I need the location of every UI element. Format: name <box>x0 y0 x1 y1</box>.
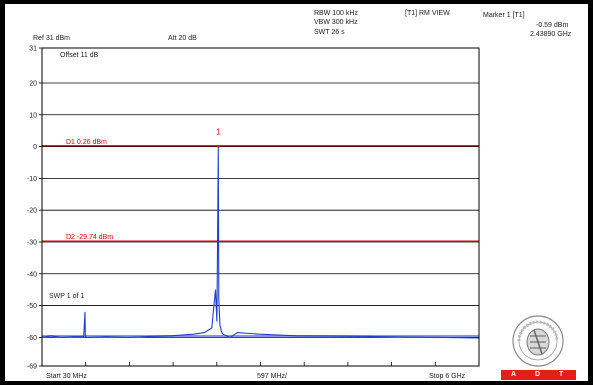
trace-line <box>41 148 480 339</box>
y-axis-ticks: 31 20 10 0 -10 -20 -30 -40 -50 -60 -69 <box>27 46 42 371</box>
marker-triangle-icon <box>215 145 221 149</box>
span-per-division-label: 597 MHz/ <box>257 373 287 380</box>
y-tick-label: -30 <box>27 239 37 246</box>
rbw-label: RBW 100 kHz <box>314 10 358 17</box>
y-tick-label: -10 <box>27 176 37 183</box>
offset-label: Offset 11 dB <box>60 52 99 59</box>
analyzer-screen: RBW 100 kHz VBW 300 kHz SWT 26 s [T1] RM… <box>5 4 588 381</box>
vbw-label: VBW 300 kHz <box>314 19 358 26</box>
adt-seal-icon <box>512 315 564 367</box>
swt-label: SWT 26 s <box>314 29 345 36</box>
attenuation-label: Att 20 dB <box>168 35 197 42</box>
y-tick-label: -69 <box>27 364 37 371</box>
adt-letter-d: D <box>535 371 541 378</box>
x-axis-ticks <box>41 362 480 366</box>
sweep-label: SWP 1 of 1 <box>49 293 85 300</box>
d1-label: D1 0.26 dBm <box>66 139 107 146</box>
y-tick-label: -40 <box>27 271 37 278</box>
plot-grid <box>42 82 479 338</box>
y-tick-label: 10 <box>29 112 37 119</box>
plot-border <box>41 47 480 367</box>
marker-title: Marker 1 [T1] <box>483 12 525 19</box>
stop-frequency-label: Stop 6 GHz <box>429 373 466 380</box>
adt-brand-bar: A D T <box>501 370 576 380</box>
start-frequency-label: Start 30 MHz <box>46 373 87 380</box>
marker-level: -0.59 dBm <box>536 22 569 29</box>
y-tick-label: -50 <box>27 303 37 310</box>
marker-number: 1 <box>216 127 221 136</box>
y-tick-label: -20 <box>27 208 37 215</box>
d2-label: D2 -29.74 dBm <box>66 234 113 241</box>
y-tick-label: 20 <box>29 80 37 87</box>
ref-level-label: Ref 31 dBm <box>33 35 70 42</box>
marker-frequency: 2.43890 GHz <box>530 31 572 38</box>
view-label: [T1] RM VIEW <box>405 10 450 17</box>
y-tick-label: 31 <box>29 46 37 53</box>
adt-letter-a: A <box>511 371 517 378</box>
adt-letter-t: T <box>559 371 564 378</box>
y-tick-label: -60 <box>27 335 37 342</box>
y-tick-label: 0 <box>33 144 37 151</box>
spectrum-plot: 31 20 10 0 -10 -20 -30 -40 -50 -60 -69 D1 0.26 dBm… <box>27 46 480 371</box>
